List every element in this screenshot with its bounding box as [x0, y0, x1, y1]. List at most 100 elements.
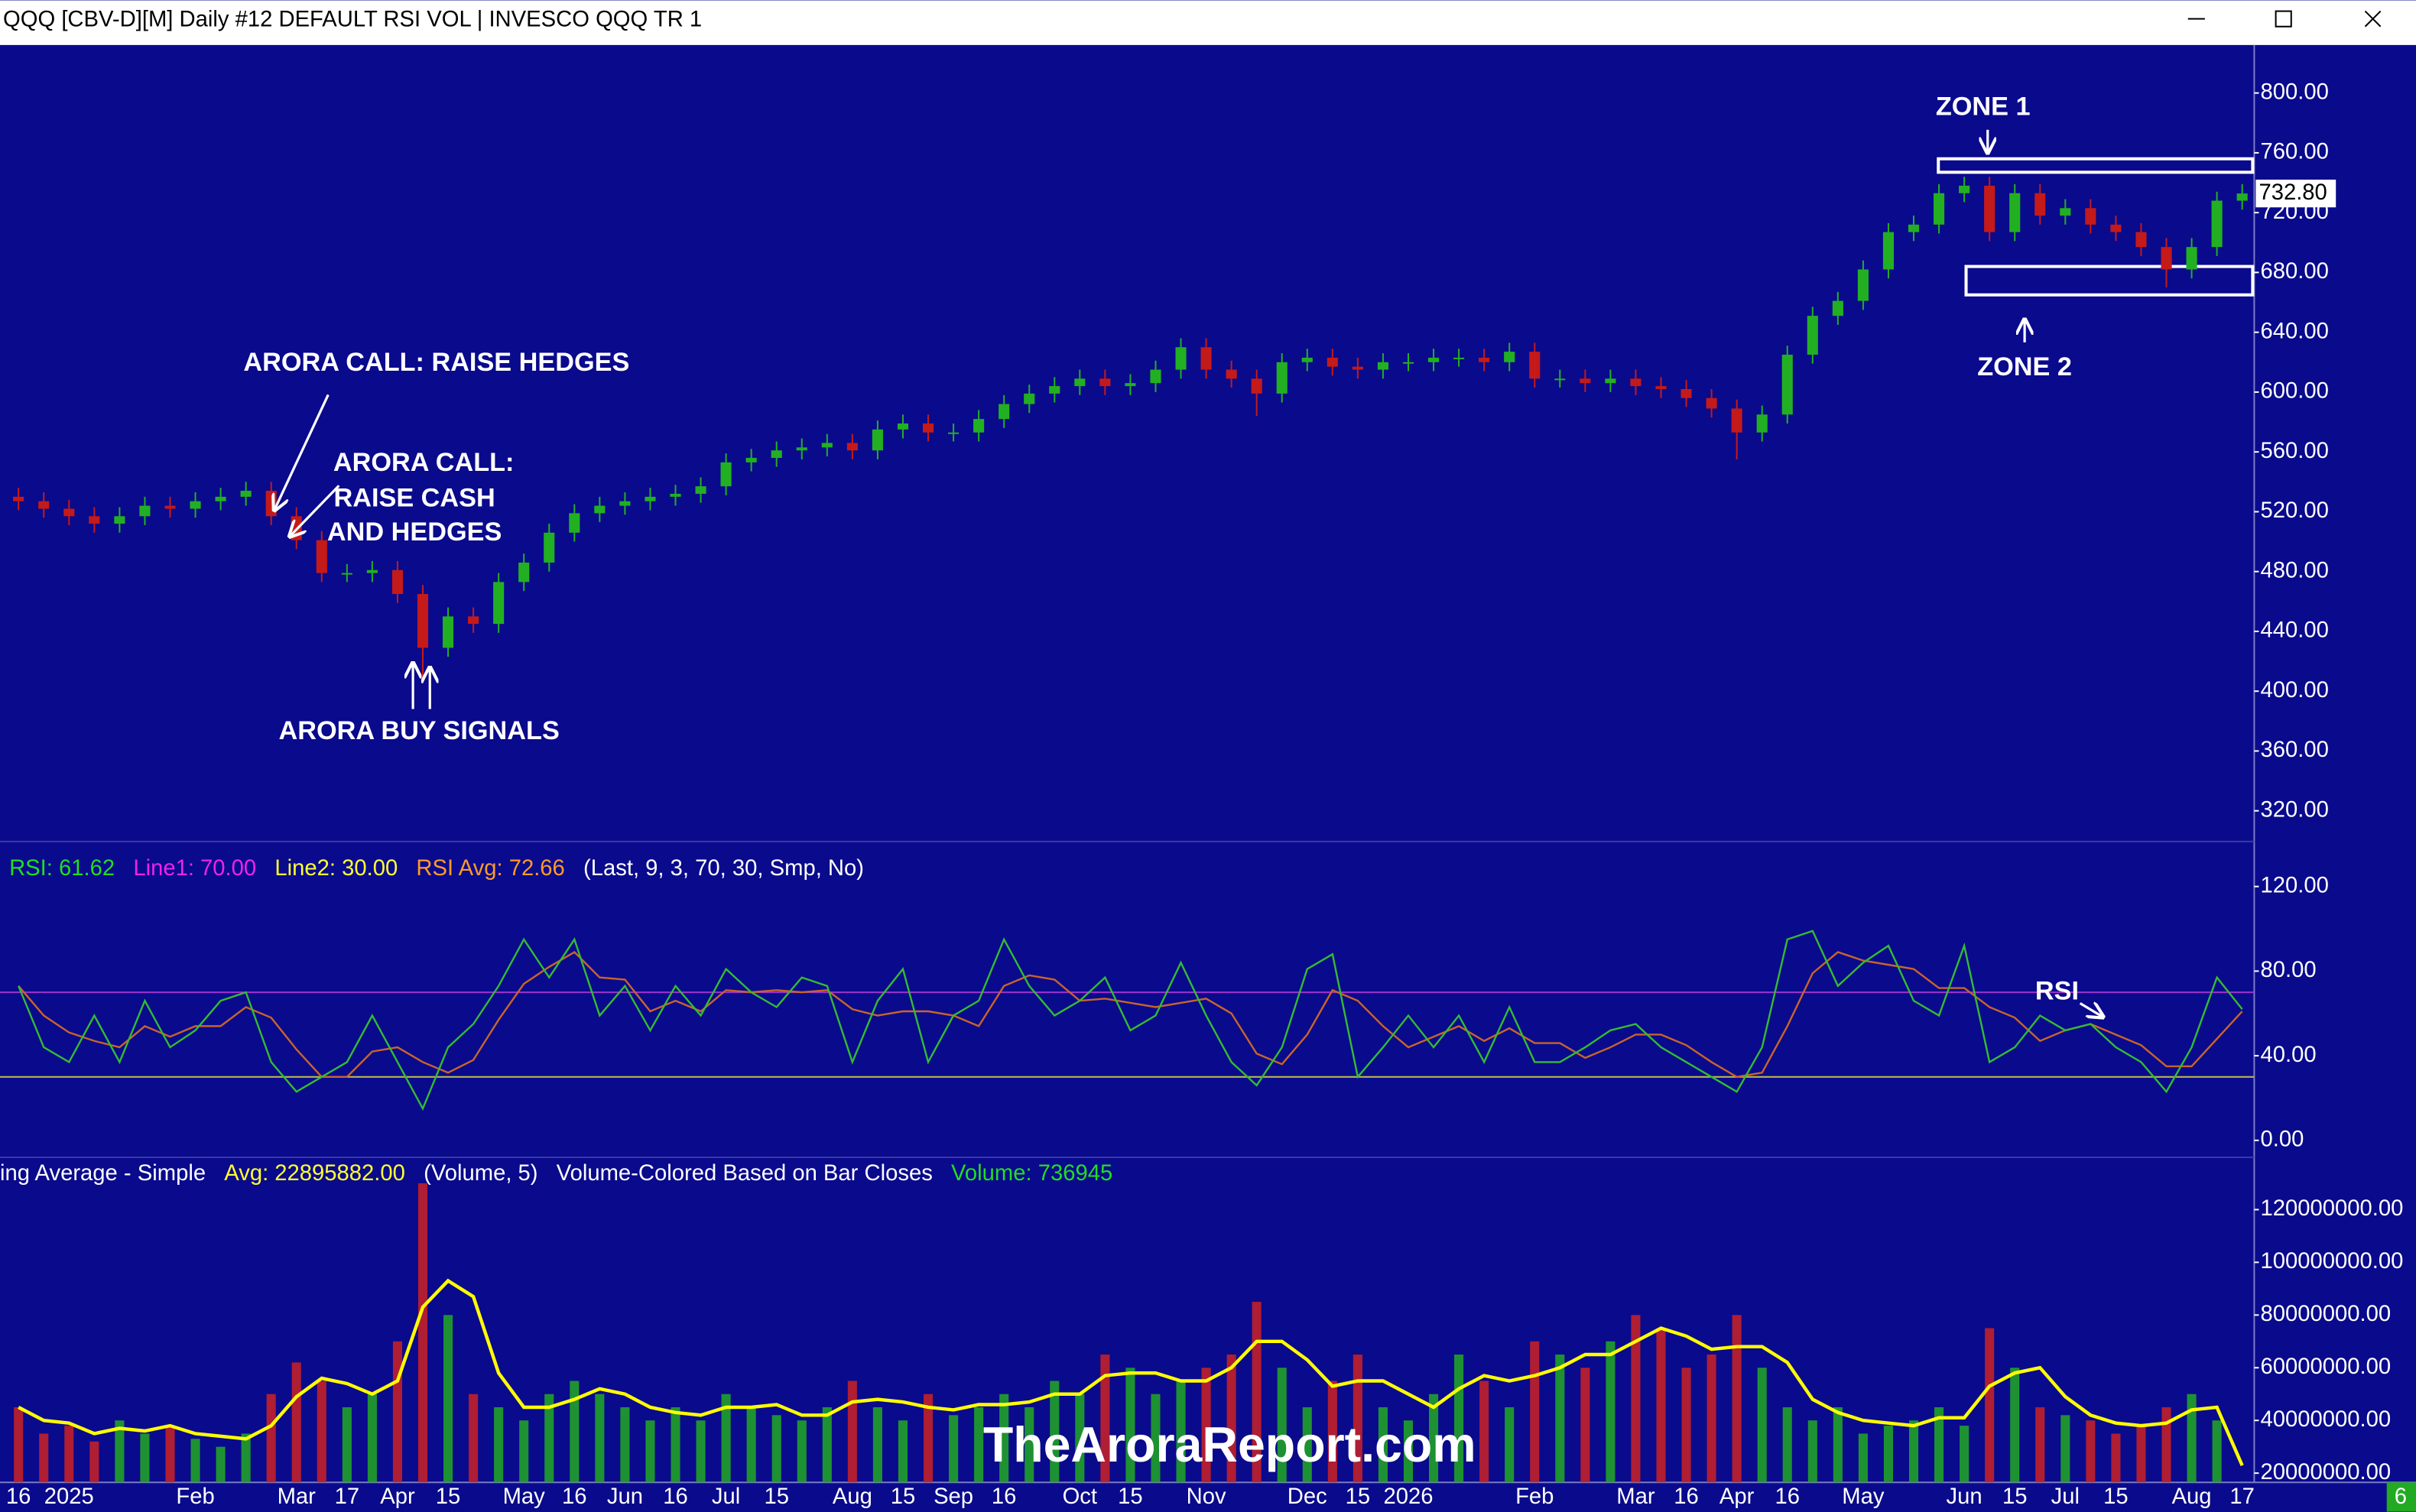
zone-box	[1937, 157, 2255, 174]
candle-body	[1857, 269, 1869, 301]
candle-body	[215, 496, 226, 501]
candle-body	[1807, 316, 1818, 355]
candle-body	[720, 462, 732, 487]
volume-bar	[1403, 1420, 1414, 1483]
close-button[interactable]	[2364, 10, 2382, 28]
volume-bar	[2086, 1420, 2096, 1483]
legend-text: Volume-Colored Based on Bar Closes	[557, 1161, 933, 1186]
volume-bar	[1681, 1368, 1691, 1483]
candle-body	[1504, 352, 1515, 362]
volume-bar	[494, 1407, 504, 1483]
candle-body	[846, 443, 858, 451]
candle-body	[2085, 208, 2096, 225]
candle-body	[1731, 408, 1742, 433]
zone-label: ZONE 2	[1977, 352, 2072, 381]
volume-bar	[1226, 1355, 1236, 1483]
volume-bar	[115, 1420, 125, 1483]
candle-body	[796, 447, 807, 451]
x-tick-label: 15	[2002, 1484, 2028, 1509]
x-tick-label: Apr	[1719, 1484, 1755, 1509]
candle-body	[1301, 357, 1313, 362]
x-tick-label: Sep	[934, 1484, 973, 1509]
x-tick-label: Jul	[712, 1484, 740, 1509]
candle-body	[1680, 389, 1692, 398]
x-tick-label: Nov	[1187, 1484, 1226, 1509]
x-tick-label: Jun	[1947, 1484, 1982, 1509]
candle-body	[1984, 185, 1995, 232]
candle-body	[1125, 383, 1136, 387]
volume-bar	[847, 1381, 857, 1483]
candle-body	[1150, 369, 1161, 384]
watermark: TheAroraReport.com	[983, 1417, 1476, 1472]
volume-bar	[367, 1394, 377, 1483]
volume-bar	[1025, 1407, 1034, 1483]
volume-bar	[1883, 1426, 1894, 1483]
volume-bar	[721, 1394, 731, 1483]
legend-text: RSI Avg: 72.66	[416, 856, 564, 881]
candle-body	[391, 569, 404, 595]
y-tick-label: 80.00	[2260, 958, 2316, 982]
candle-body	[619, 501, 631, 506]
annotation: RSI	[2035, 976, 2079, 1005]
legend-text: (Volume, 5)	[424, 1161, 537, 1186]
volume-bar	[1201, 1368, 1211, 1483]
x-tick-label: 16	[1775, 1484, 1800, 1509]
candle-body	[1529, 352, 1541, 379]
volume-bar	[266, 1394, 276, 1483]
y-tick-label: 40.00	[2260, 1043, 2316, 1067]
legend-text: ing Average - Simple	[0, 1161, 206, 1186]
volume-bar	[2212, 1420, 2222, 1483]
volume-bar	[1555, 1355, 1565, 1483]
volume-bar	[696, 1420, 706, 1483]
volume-bar	[746, 1407, 756, 1483]
candle-body	[1175, 347, 1187, 370]
volume-bar	[1505, 1407, 1515, 1483]
x-tick-label: 15	[436, 1484, 461, 1509]
volume-bar	[595, 1394, 605, 1483]
candle-body	[63, 508, 75, 517]
volume-bar	[1631, 1315, 1641, 1483]
zone-box	[1964, 264, 2255, 297]
x-tick-label: 16	[562, 1484, 587, 1509]
volume-bar	[1302, 1407, 1312, 1483]
volume-bar	[1656, 1328, 1666, 1483]
x-tick-label: May	[1842, 1484, 1885, 1509]
volume-bar	[417, 1183, 428, 1483]
x-tick-label: Mar	[1616, 1484, 1655, 1509]
volume-bar	[1353, 1355, 1362, 1483]
x-tick-label: Aug	[2172, 1484, 2212, 1509]
y-tick-label: 80000000.00	[2260, 1302, 2391, 1326]
candle-body	[190, 501, 201, 509]
candle-body	[1251, 378, 1262, 394]
y-tick-label: 680.00	[2260, 259, 2328, 284]
maximize-button[interactable]	[2275, 10, 2292, 28]
candle-body	[897, 423, 909, 430]
volume-bar	[1807, 1420, 1817, 1483]
volume-bar	[1378, 1407, 1388, 1483]
volume-bar	[1757, 1368, 1767, 1483]
candle-body	[1352, 366, 1363, 370]
volume-bar	[797, 1420, 807, 1483]
volume-bar	[974, 1407, 984, 1483]
legend-text: RSI: 61.62	[9, 856, 115, 881]
candle-body	[1024, 393, 1035, 404]
y-tick-label: 60000000.00	[2260, 1355, 2391, 1379]
volume-bar	[1479, 1381, 1489, 1483]
rsi-line	[18, 930, 2243, 1111]
y-tick-label: 360.00	[2260, 738, 2328, 762]
y-tick-label: 600.00	[2260, 379, 2328, 404]
volume-bar	[216, 1446, 226, 1483]
candle-body	[139, 505, 151, 517]
volume-bar	[89, 1441, 99, 1483]
y-tick-label: 520.00	[2260, 498, 2328, 523]
x-tick-label: Jul	[2051, 1484, 2080, 1509]
y-tick-label: 120.00	[2260, 873, 2328, 897]
volume-bar	[2136, 1426, 2146, 1483]
volume-bar	[1960, 1426, 1969, 1483]
volume-bar	[999, 1394, 1009, 1483]
x-tick-label: Apr	[380, 1484, 415, 1509]
y-tick-label: 100000000.00	[2260, 1249, 2403, 1274]
candle-body	[1453, 357, 1465, 359]
candle-body	[1099, 378, 1111, 387]
